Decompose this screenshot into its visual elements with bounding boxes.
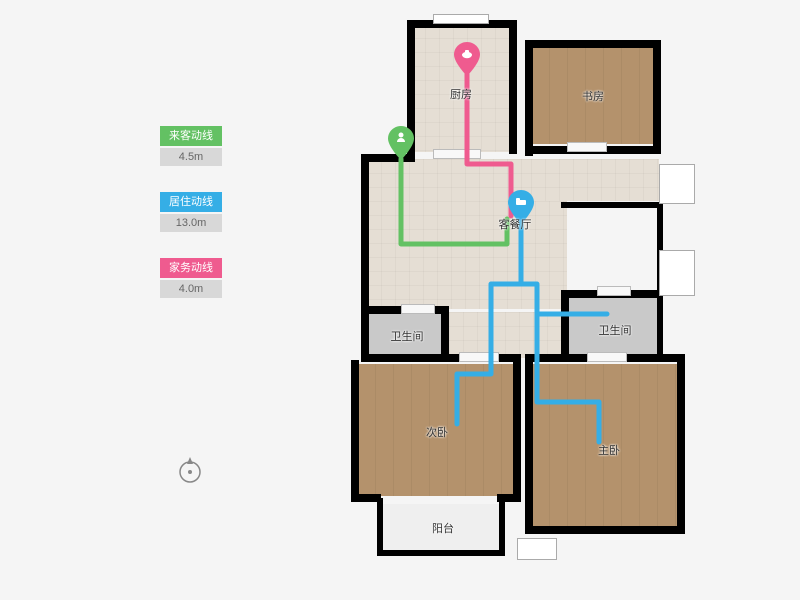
wall bbox=[561, 290, 569, 360]
wall bbox=[525, 40, 659, 48]
legend-value: 4.5m bbox=[160, 148, 222, 166]
window bbox=[659, 250, 695, 296]
wall bbox=[377, 498, 383, 554]
room-label-bed2: 次卧 bbox=[426, 424, 448, 440]
wall bbox=[677, 360, 685, 532]
legend-label: 来客动线 bbox=[160, 126, 222, 146]
wall bbox=[561, 202, 663, 208]
room-label-bed1: 主卧 bbox=[598, 442, 620, 458]
window bbox=[517, 538, 557, 560]
wall bbox=[441, 306, 449, 360]
door bbox=[459, 352, 499, 362]
room-label-study: 书房 bbox=[582, 88, 604, 104]
room-label-kitchen: 厨房 bbox=[450, 86, 472, 102]
wall bbox=[361, 154, 369, 360]
floorplan: 厨房 书房客餐厅卫生间 卫生间次卧主卧阳台 bbox=[341, 14, 721, 564]
room-corridor bbox=[531, 159, 659, 201]
chores-pin-icon bbox=[454, 42, 480, 76]
compass-icon bbox=[175, 455, 205, 485]
door bbox=[401, 304, 435, 314]
wall bbox=[525, 360, 533, 532]
wall bbox=[377, 550, 505, 556]
room-label-living: 客餐厅 bbox=[499, 216, 532, 232]
window bbox=[433, 14, 489, 24]
door bbox=[587, 352, 627, 362]
window bbox=[659, 164, 695, 204]
room-label-balcony: 阳台 bbox=[432, 520, 454, 536]
door bbox=[567, 142, 607, 152]
wall bbox=[499, 498, 505, 554]
stage: 来客动线 4.5m 居住动线 13.0m 家务动线 4.0m 厨房 书房客餐厅卫生间 卫生间次… bbox=[0, 0, 800, 600]
wall bbox=[351, 360, 359, 500]
legend-label: 居住动线 bbox=[160, 192, 222, 212]
legend-item: 来客动线 4.5m bbox=[160, 126, 222, 166]
room-label-wc2: 卫生间 bbox=[599, 322, 632, 338]
legend-value: 4.0m bbox=[160, 280, 222, 298]
legend-item: 居住动线 13.0m bbox=[160, 192, 222, 232]
legend-label: 家务动线 bbox=[160, 258, 222, 278]
wall bbox=[513, 360, 521, 500]
door bbox=[597, 286, 631, 296]
wall bbox=[653, 40, 661, 150]
door bbox=[433, 149, 481, 159]
legend: 来客动线 4.5m 居住动线 13.0m 家务动线 4.0m bbox=[160, 126, 222, 324]
legend-item: 家务动线 4.0m bbox=[160, 258, 222, 298]
guest-pin-icon bbox=[388, 126, 414, 160]
wall bbox=[525, 40, 533, 156]
wall bbox=[509, 20, 517, 154]
room-label-wc1: 卫生间 bbox=[391, 328, 424, 344]
legend-value: 13.0m bbox=[160, 214, 222, 232]
wall bbox=[525, 526, 685, 534]
